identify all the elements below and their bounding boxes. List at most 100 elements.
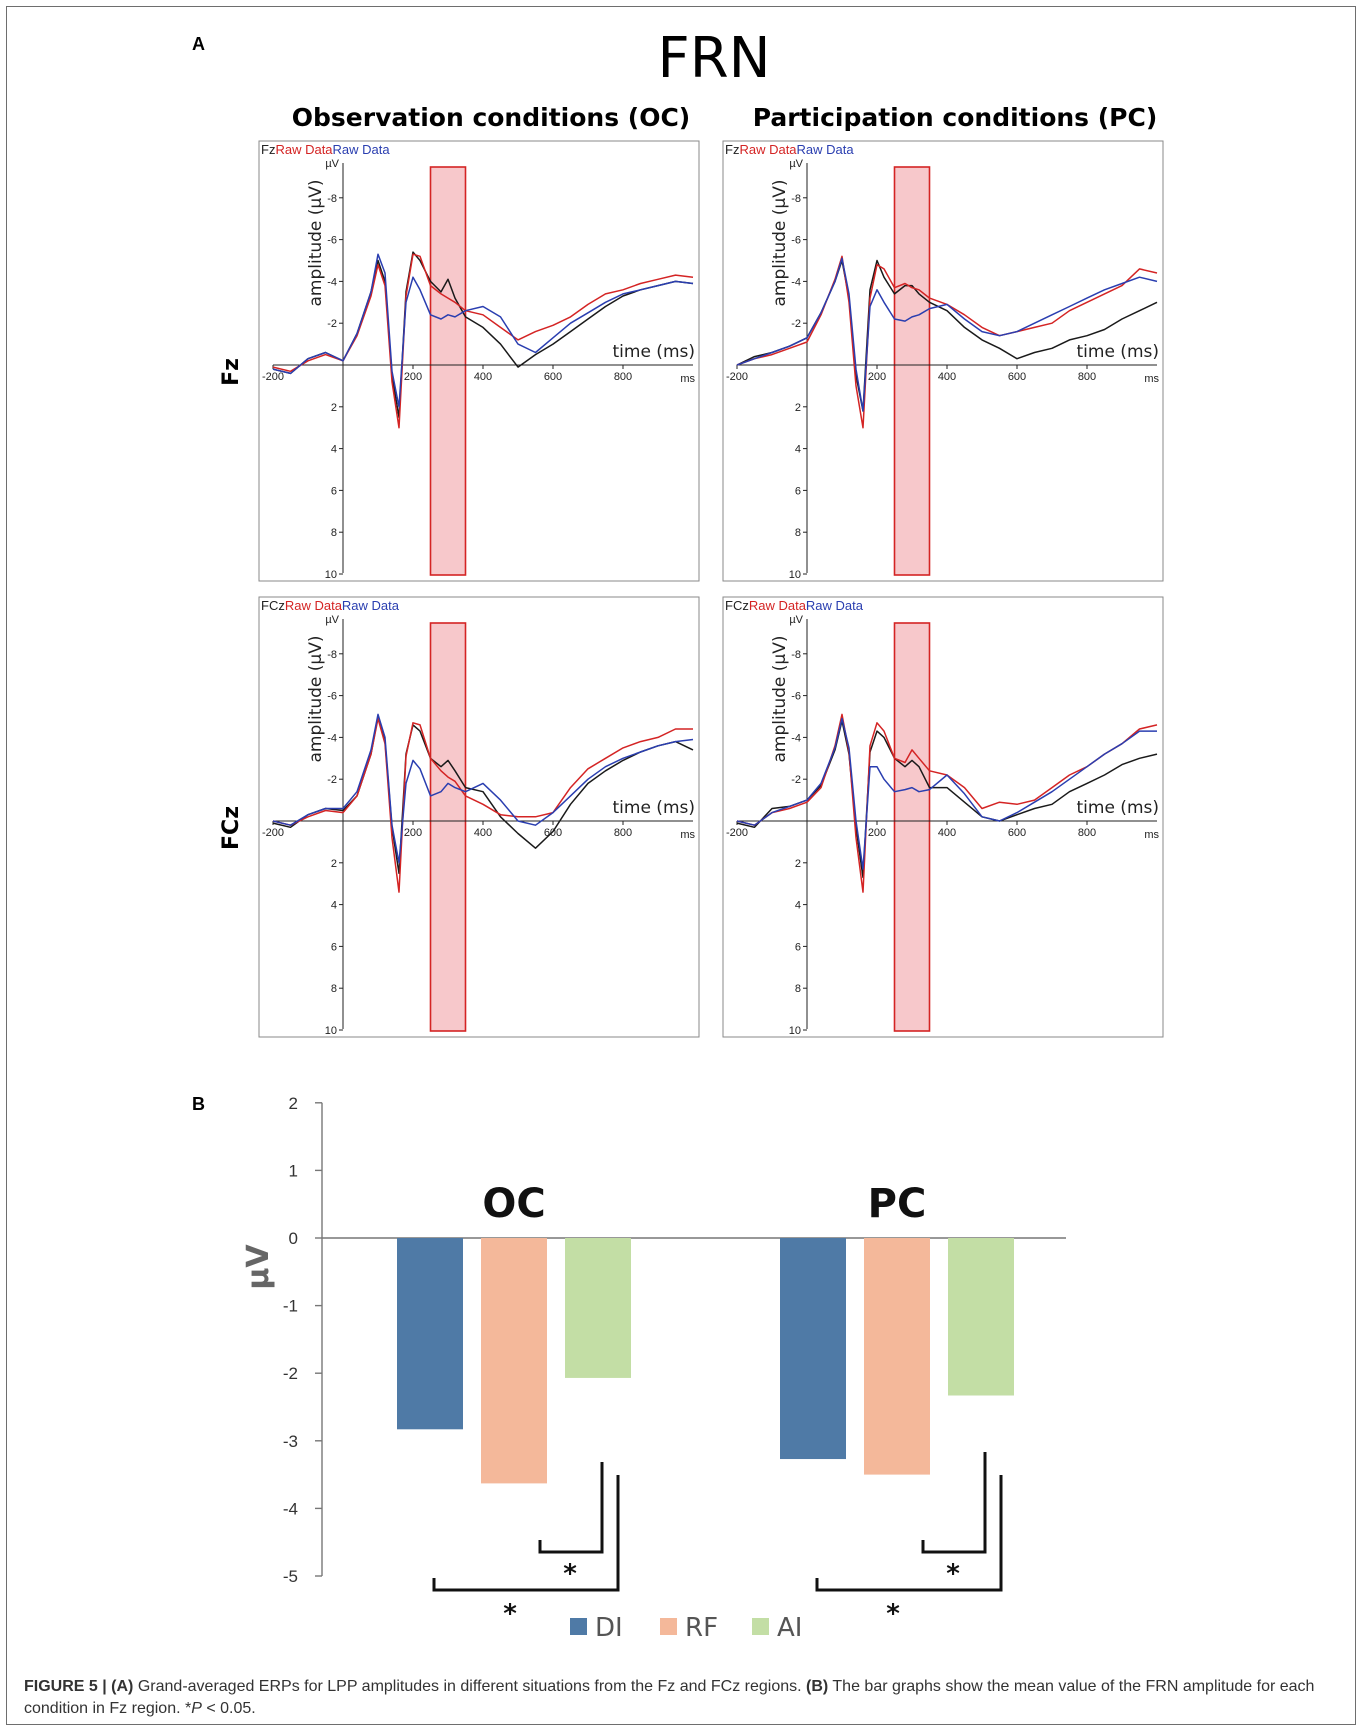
y-tick-label: 8: [795, 983, 801, 995]
panel-a-label: A: [192, 34, 205, 54]
figure-caption: FIGURE 5 | (A) Grand-averaged ERPs for L…: [24, 1676, 1340, 1720]
y-tick-label: 10: [789, 569, 801, 581]
y-unit-label: µV: [325, 158, 339, 170]
header-series-red: Raw Data: [749, 598, 807, 613]
erp-line-blue: [736, 717, 1157, 870]
plot-frame: [722, 596, 1164, 1038]
bar-group-oc: OC: [397, 1181, 631, 1484]
figure-frame: [6, 6, 1356, 1725]
y-unit-label: µV: [789, 614, 803, 626]
header-series-blue: Raw Data: [342, 598, 400, 613]
x-tick-label: 200: [404, 827, 422, 839]
x-tick-label: -200: [262, 827, 284, 839]
bar-y-tick-label: -2: [283, 1364, 298, 1383]
x-tick-label: 400: [474, 827, 492, 839]
caption-figure-label: FIGURE 5 |: [24, 1678, 107, 1695]
y-tick-label: -6: [327, 691, 337, 703]
header-series-red: Raw Data: [739, 142, 797, 157]
plot-frame: [722, 140, 1164, 582]
significance-bracket: [432, 1475, 620, 1592]
y-axis-title: amplitude (µV): [770, 635, 790, 762]
y-tick-label: -4: [327, 276, 337, 288]
x-tick-label: 400: [474, 371, 492, 383]
header-series-blue: Raw Data: [333, 142, 391, 157]
caption-panel-b: (B): [806, 1678, 829, 1695]
y-tick-label: -8: [791, 193, 801, 205]
significance-bracket: [538, 1462, 604, 1554]
x-tick-label: 600: [1008, 371, 1026, 383]
y-tick-label: 10: [789, 1025, 801, 1037]
caption-text-a: Grand-averaged ERPs for LPP amplitudes i…: [137, 1678, 802, 1695]
y-tick-label: 6: [331, 941, 337, 953]
header-channel: FCz: [261, 598, 285, 613]
bar-y-tick-label: 1: [289, 1161, 298, 1180]
y-tick-label: 2: [331, 858, 337, 870]
bar-pc-ai: [948, 1238, 1014, 1396]
y-tick-label: 8: [331, 527, 337, 539]
x-tick-label: 600: [1008, 827, 1026, 839]
header-series-red: Raw Data: [285, 598, 343, 613]
bar-group-label: PC: [868, 1181, 927, 1227]
x-tick-label: 800: [1078, 827, 1096, 839]
y-unit-label: µV: [789, 158, 803, 170]
y-tick-label: -8: [327, 649, 337, 661]
y-axis-title: amplitude (µV): [306, 635, 326, 762]
analysis-window: [893, 166, 931, 576]
caption-p-symbol: P: [191, 1700, 202, 1717]
analysis-window: [893, 622, 931, 1032]
significance-star: *: [503, 1599, 517, 1629]
significance-star: *: [886, 1599, 900, 1629]
y-tick-label: 6: [795, 485, 801, 497]
y-tick-label: -2: [327, 318, 337, 330]
y-tick-label: -4: [791, 732, 801, 744]
x-tick-label: 800: [614, 827, 632, 839]
bar-group-pc: PC: [780, 1181, 1014, 1475]
x-unit-label: ms: [680, 829, 695, 841]
x-tick-label: -200: [262, 371, 284, 383]
y-tick-label: -4: [327, 732, 337, 744]
x-tick-label: 800: [614, 371, 632, 383]
y-tick-label: -8: [791, 649, 801, 661]
significance-star: *: [563, 1559, 577, 1589]
plot-frame: [258, 596, 700, 1038]
y-tick-label: 2: [795, 858, 801, 870]
bar-pc-rf: [864, 1238, 930, 1475]
bar-y-tick-label: -5: [283, 1567, 298, 1586]
y-unit-label: µV: [325, 614, 339, 626]
x-tick-label: 400: [938, 371, 956, 383]
bar-oc-ai: [565, 1238, 631, 1378]
y-tick-label: -2: [791, 774, 801, 786]
x-tick-label: -200: [726, 371, 748, 383]
header-series-blue: Raw Data: [797, 142, 855, 157]
significance-bracket: [921, 1452, 987, 1554]
y-tick-label: -8: [327, 193, 337, 205]
legend-swatch-di: [570, 1618, 587, 1635]
significance-bracket: [815, 1475, 1003, 1592]
legend-label-di: DI: [595, 1613, 623, 1643]
figure-title: FRN: [657, 26, 770, 91]
significance-pc: **: [815, 1452, 1003, 1629]
erp-line-red: [272, 253, 694, 429]
y-tick-label: 4: [795, 444, 801, 456]
erp-line-blue: [272, 713, 694, 864]
bar-y-tick-label: 0: [289, 1229, 298, 1248]
x-tick-label: 200: [868, 827, 886, 839]
x-tick-label: 400: [938, 827, 956, 839]
caption-p-text: < 0.05.: [206, 1700, 256, 1717]
y-tick-label: 6: [795, 941, 801, 953]
y-tick-label: 2: [795, 402, 801, 414]
y-tick-label: -6: [791, 691, 801, 703]
bar-y-tick-label: -4: [283, 1499, 298, 1518]
row-label-fcz: FCz: [219, 806, 244, 850]
x-tick-label: 800: [1078, 371, 1096, 383]
y-tick-label: 4: [795, 900, 801, 912]
significance-star: *: [946, 1559, 960, 1589]
column-title-pc: Participation conditions (PC): [753, 103, 1158, 132]
y-tick-label: -2: [791, 318, 801, 330]
y-tick-label: 10: [325, 569, 337, 581]
y-tick-label: 4: [331, 444, 337, 456]
